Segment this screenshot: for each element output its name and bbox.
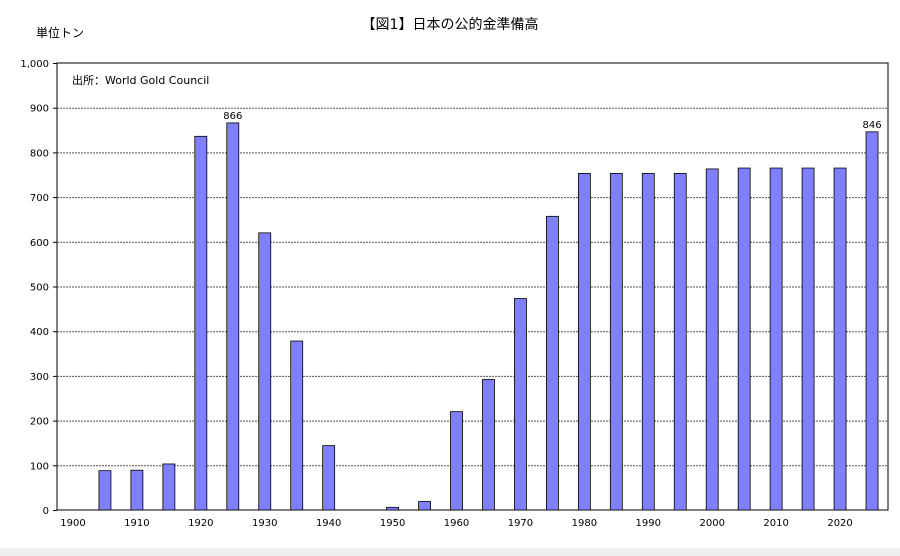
bar: [418, 501, 431, 511]
y-tick-label: 800: [30, 148, 49, 159]
bar: [769, 167, 783, 511]
bar: [482, 379, 495, 511]
bar: [801, 167, 815, 511]
y-tick-label: 200: [30, 417, 49, 428]
bar: [641, 173, 655, 511]
bar: [226, 122, 240, 511]
chart-title: 【図1】日本の公的金準備高: [361, 17, 539, 33]
y-tick-label: 400: [30, 327, 49, 338]
y-tick-label: 700: [30, 193, 49, 204]
bar: [322, 445, 336, 511]
bar: [162, 463, 176, 511]
source-note: 出所：World Gold Council: [72, 74, 210, 87]
y-tick-label: 300: [30, 372, 49, 383]
bar: [194, 135, 208, 511]
bar: [130, 469, 144, 511]
x-tick-label: 1960: [444, 518, 469, 529]
x-tick-label: 1950: [380, 518, 405, 529]
x-tick-label: 1990: [636, 518, 661, 529]
bar: [450, 411, 463, 511]
bar: [833, 167, 847, 511]
x-tick-label: 1920: [188, 518, 213, 529]
bar: [673, 173, 687, 511]
bar: [577, 173, 591, 511]
x-tick-label: 1940: [316, 518, 341, 529]
bar: [609, 173, 623, 511]
y-tick-label: 900: [30, 104, 49, 115]
data-label: 846: [862, 120, 881, 131]
data-label: 866: [223, 111, 242, 122]
x-tick-label: 1930: [252, 518, 277, 529]
bar: [705, 168, 719, 511]
y-tick-label: 500: [30, 283, 49, 294]
bar: [546, 215, 559, 511]
x-tick-label: 2010: [763, 518, 788, 529]
y-tick-label: 100: [30, 461, 49, 472]
x-tick-label: 1910: [124, 518, 149, 529]
y-tick-label: 1,000: [20, 59, 49, 70]
y-tick-label: 600: [30, 238, 49, 249]
x-tick-label: 2000: [699, 518, 724, 529]
bar: [514, 298, 527, 511]
bar: [737, 167, 751, 511]
x-tick-label: 1900: [60, 518, 85, 529]
y-tick-label: 0: [43, 506, 49, 517]
y-axis-unit-label: 単位トン: [36, 26, 85, 40]
bar: [865, 131, 879, 511]
bottom-band: [0, 548, 900, 556]
bar: [258, 232, 272, 511]
bar: [98, 470, 112, 511]
x-tick-label: 2020: [827, 518, 852, 529]
x-tick-label: 1970: [508, 518, 533, 529]
x-tick-label: 1980: [572, 518, 597, 529]
bar: [386, 506, 399, 511]
bar: [290, 340, 304, 511]
